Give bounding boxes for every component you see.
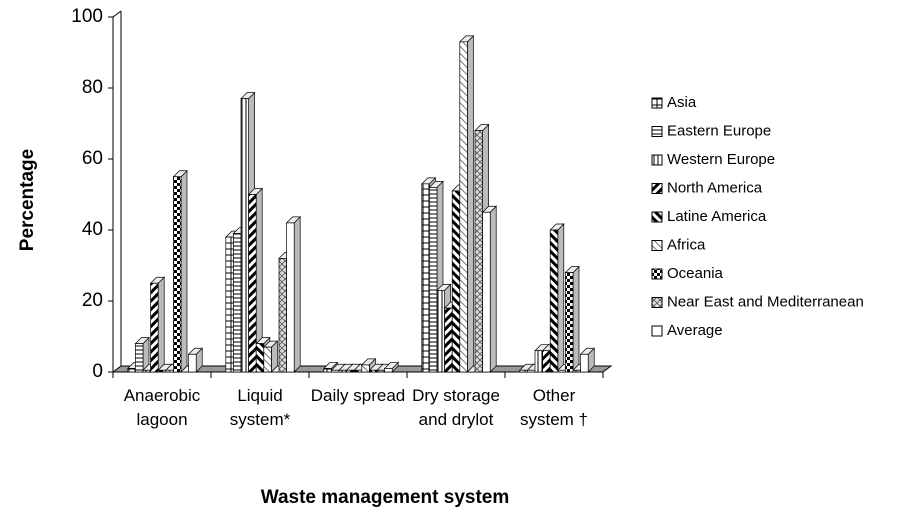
bar xyxy=(451,190,461,373)
bar xyxy=(580,353,589,373)
legend-swatch xyxy=(651,297,663,308)
bar xyxy=(376,369,385,373)
bar xyxy=(353,369,363,373)
bar xyxy=(338,369,347,373)
legend-label: Eastern Europe xyxy=(667,122,771,139)
y-tick-label: 100 xyxy=(71,6,103,27)
bar xyxy=(233,233,242,373)
bar xyxy=(429,187,438,373)
bar xyxy=(157,369,167,373)
bar xyxy=(150,282,159,373)
legend-swatch xyxy=(651,126,663,137)
legend-swatch xyxy=(651,325,663,337)
bar-side xyxy=(180,169,188,373)
bar-side xyxy=(489,205,497,373)
bar xyxy=(240,98,249,373)
bar-side xyxy=(293,216,301,373)
bar xyxy=(482,211,491,373)
bar xyxy=(323,368,332,373)
legend-swatch xyxy=(651,154,663,166)
legend-label: Latine America xyxy=(667,208,767,225)
bar xyxy=(346,369,355,373)
legend-label: Asia xyxy=(667,94,697,111)
bar xyxy=(361,364,370,373)
bar xyxy=(331,369,340,373)
bar xyxy=(459,41,468,373)
bar xyxy=(248,194,257,373)
legend-swatch xyxy=(651,183,663,194)
bar xyxy=(421,183,430,373)
bar xyxy=(444,307,453,373)
y-tick-label: 60 xyxy=(82,148,103,169)
legend-label: Oceania xyxy=(667,265,724,282)
bar xyxy=(173,176,182,373)
y-axis-title: Percentage xyxy=(17,149,38,251)
legend-label: North America xyxy=(667,179,763,196)
bar xyxy=(527,369,536,373)
bar xyxy=(263,346,272,373)
y-tick-label: 0 xyxy=(92,361,103,382)
bar-side xyxy=(557,223,565,373)
bar xyxy=(519,369,528,373)
bar-side xyxy=(467,35,474,373)
bar xyxy=(255,343,265,373)
bar xyxy=(572,369,581,373)
bar xyxy=(286,222,295,373)
y-tick-label: 80 xyxy=(82,77,103,98)
x-axis-title: Waste management system xyxy=(261,487,510,508)
legend-label: Western Europe xyxy=(667,151,775,168)
bar xyxy=(557,369,566,373)
wall-top-edge xyxy=(112,10,122,18)
bar xyxy=(165,369,174,373)
bar xyxy=(565,272,574,373)
x-tick-label: Dry storage and drylot xyxy=(412,386,500,429)
bar-side xyxy=(157,276,165,373)
legend-label: Near East and Mediterranean xyxy=(667,293,864,310)
bar xyxy=(474,130,483,373)
bar-side xyxy=(572,265,580,373)
legend-swatch xyxy=(651,240,663,251)
bar xyxy=(127,368,136,373)
x-tick-label: Other system † xyxy=(519,386,589,429)
y-tick-label: 40 xyxy=(82,219,103,240)
legend-swatch xyxy=(651,211,663,223)
bar xyxy=(135,343,144,373)
bar xyxy=(369,369,378,373)
legend-swatch xyxy=(651,97,663,109)
bar xyxy=(542,350,551,373)
bar xyxy=(549,229,559,373)
x-tick-label: Daily spread xyxy=(310,386,406,405)
legend-label: Average xyxy=(667,322,723,339)
x-tick-label: Anaerobic lagoon xyxy=(123,386,201,429)
bar xyxy=(534,350,543,373)
bar xyxy=(142,369,151,373)
bar xyxy=(436,290,445,373)
bar xyxy=(225,236,234,373)
bar xyxy=(188,353,197,373)
legend-swatch xyxy=(651,268,663,280)
bar xyxy=(278,258,287,373)
y-tick-label: 20 xyxy=(82,290,103,311)
x-tick-label: Liquid system* xyxy=(229,386,291,429)
legend-label: Africa xyxy=(667,236,706,253)
bar xyxy=(384,368,393,373)
